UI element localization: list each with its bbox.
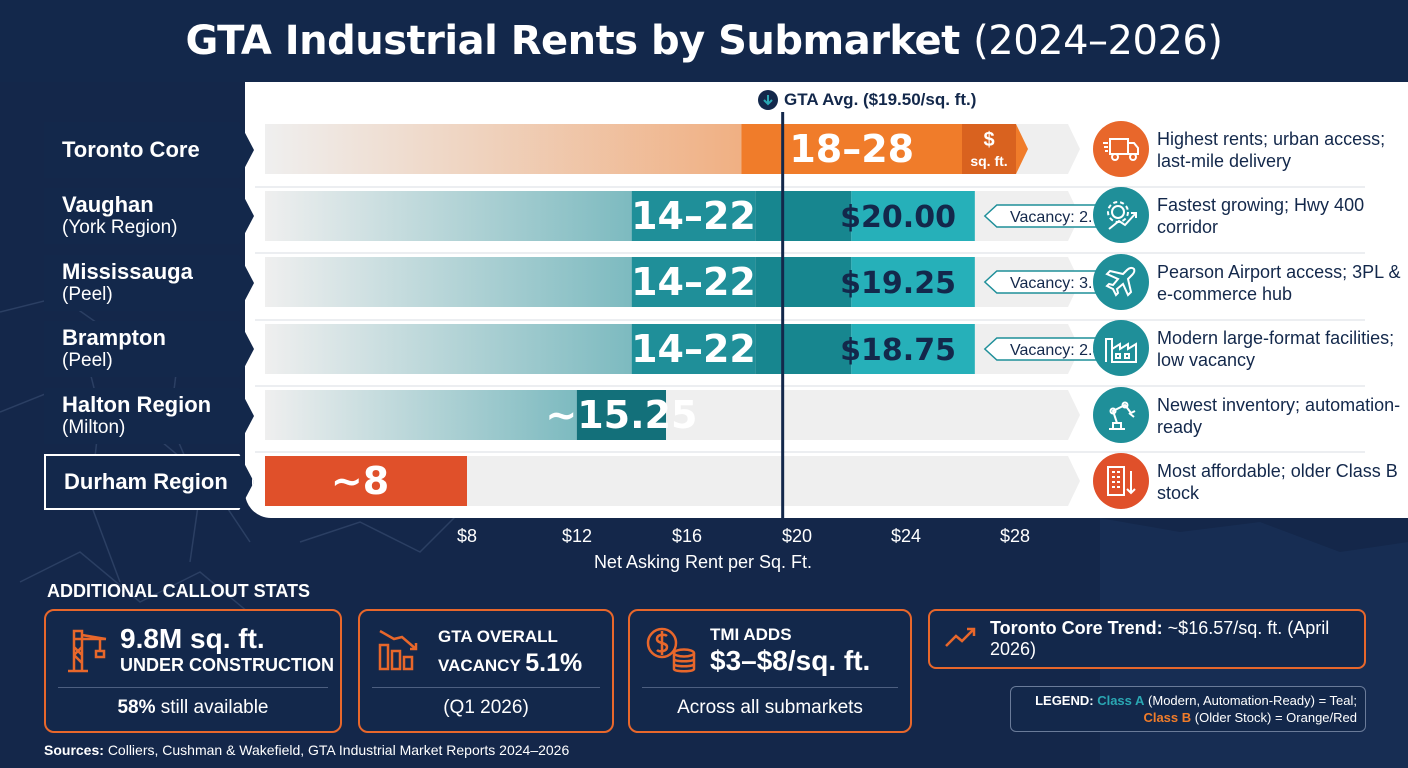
divider — [58, 687, 328, 688]
vacancy-period: (Q1 2026) — [443, 697, 529, 718]
bar-range-dark — [755, 324, 852, 374]
bar-fade — [265, 390, 577, 440]
bar-range — [576, 390, 667, 440]
x-tick-label: $16 — [671, 526, 703, 546]
dollar-coins-icon — [644, 625, 698, 680]
x-tick-label: $20 — [781, 526, 813, 546]
bar-value-label: ~8 — [331, 459, 389, 503]
bar-range-dark — [755, 257, 852, 307]
construction-available: 58% still available — [117, 697, 269, 718]
tmi-value: $3–$8/sq. ft. — [710, 645, 871, 676]
bar-value-label: 14–22 — [631, 194, 756, 238]
toronto-core-trend-card: Toronto Core Trend: ~$16.57/sq. ft. (Apr… — [928, 609, 1366, 669]
vacancy-label: Vacancy: 3.1% — [1010, 275, 1116, 292]
bar-chart-down-icon — [374, 625, 424, 680]
x-tick-label: $28 — [999, 526, 1031, 546]
avg-value-label: $19.25 — [840, 266, 956, 301]
bar-range — [631, 191, 756, 241]
avg-box — [851, 324, 975, 374]
tmi-label: TMI ADDS — [710, 625, 792, 644]
vacancy-label: Vacancy: 2.9% — [1010, 209, 1116, 226]
factory-icon — [1093, 320, 1149, 376]
row-label-halton-region: Halton Region (Milton) — [44, 388, 254, 444]
arrow-down-icon — [758, 90, 778, 110]
robot-arm-icon — [1093, 387, 1149, 443]
callout-section-title: ADDITIONAL CALLOUT STATS — [47, 581, 310, 601]
gear-growth-icon — [1093, 187, 1149, 243]
bar-fade — [265, 257, 632, 307]
bar-fade — [265, 124, 742, 174]
vacancy-card: GTA OVERALL VACANCY 5.1% (Q1 2026) — [358, 609, 614, 733]
page-title: GTA Industrial Rents by Submarket (2024–… — [185, 18, 1223, 64]
bar-value-label: 14–22 — [631, 327, 756, 371]
construction-value: 9.8M sq. ft. — [120, 623, 265, 654]
delivery-truck-icon — [1093, 121, 1149, 177]
x-tick-label: $12 — [561, 526, 593, 546]
avg-box — [851, 257, 975, 307]
divider — [642, 687, 898, 688]
bar-fade — [265, 324, 632, 374]
bar-track — [265, 456, 1080, 506]
crane-icon — [60, 625, 110, 680]
bar-range — [741, 124, 1028, 174]
row-label-mississauga: Mississauga (Peel) — [44, 255, 254, 311]
divider — [372, 687, 600, 688]
row-desc-halton-region: Newest inventory; automation-ready — [1157, 395, 1401, 437]
building-down-icon — [1093, 453, 1149, 509]
trend-up-icon — [944, 626, 978, 653]
avg-value-label: $20.00 — [840, 200, 956, 235]
unit-box — [962, 124, 1016, 174]
vacancy-label-1: GTA OVERALL — [438, 627, 558, 646]
airplane-icon — [1093, 254, 1149, 310]
sources: Sources: Colliers, Cushman & Wakefield, … — [44, 742, 570, 758]
header: GTA Industrial Rents by Submarket (2024–… — [0, 0, 1408, 82]
row-desc-toronto-core: Highest rents; urban access; last-mile d… — [1157, 129, 1386, 171]
construction-card: 9.8M sq. ft. UNDER CONSTRUCTION 58% stil… — [44, 609, 342, 733]
vacancy-label: Vacancy: 2.8% — [1010, 342, 1116, 359]
row-label-durham-region: Durham Region — [44, 454, 254, 510]
bar-value-label: 14–22 — [631, 260, 756, 304]
bar-range — [265, 456, 467, 506]
unit-symbol: $ — [983, 129, 994, 151]
tmi-card: TMI ADDS $3–$8/sq. ft. Across all submar… — [628, 609, 912, 733]
row-label-toronto-core: Toronto Core — [44, 122, 254, 178]
trend-text: Toronto Core Trend: ~$16.57/sq. ft. (Apr… — [990, 618, 1330, 659]
bar-fade — [265, 191, 632, 241]
vacancy-label-2: VACANCY 5.1% — [438, 649, 583, 677]
bar-value-label: ~15.25 — [545, 393, 697, 437]
row-label-vaughan: Vaughan (York Region) — [44, 188, 254, 244]
bar-value-label: 18–28 — [789, 127, 914, 171]
tmi-scope: Across all submarkets — [677, 697, 863, 718]
row-desc-durham-region: Most affordable; older Class B stock — [1157, 461, 1398, 503]
gta-average-label: GTA Avg. ($19.50/sq. ft.) — [758, 90, 976, 110]
row-desc-brampton: Modern large-format facilities; low vaca… — [1157, 328, 1395, 370]
avg-value-label: $18.75 — [840, 333, 956, 368]
legend: LEGEND: Class A (Modern, Automation-Read… — [1010, 686, 1366, 732]
row-desc-mississauga: Pearson Airport access; 3PL & e-commerce… — [1157, 262, 1401, 304]
unit-label: sq. ft. — [970, 153, 1007, 169]
bar-range-dark — [755, 191, 852, 241]
bar-range — [631, 257, 756, 307]
construction-label: UNDER CONSTRUCTION — [120, 655, 334, 675]
row-label-brampton: Brampton (Peel) — [44, 321, 254, 377]
bar-range — [631, 324, 756, 374]
avg-box — [851, 191, 975, 241]
x-tick-label: $8 — [456, 526, 478, 546]
row-desc-vaughan: Fastest growing; Hwy 400 corridor — [1157, 195, 1365, 237]
x-tick-label: $24 — [890, 526, 922, 546]
x-axis-title: Net Asking Rent per Sq. Ft. — [593, 552, 813, 572]
